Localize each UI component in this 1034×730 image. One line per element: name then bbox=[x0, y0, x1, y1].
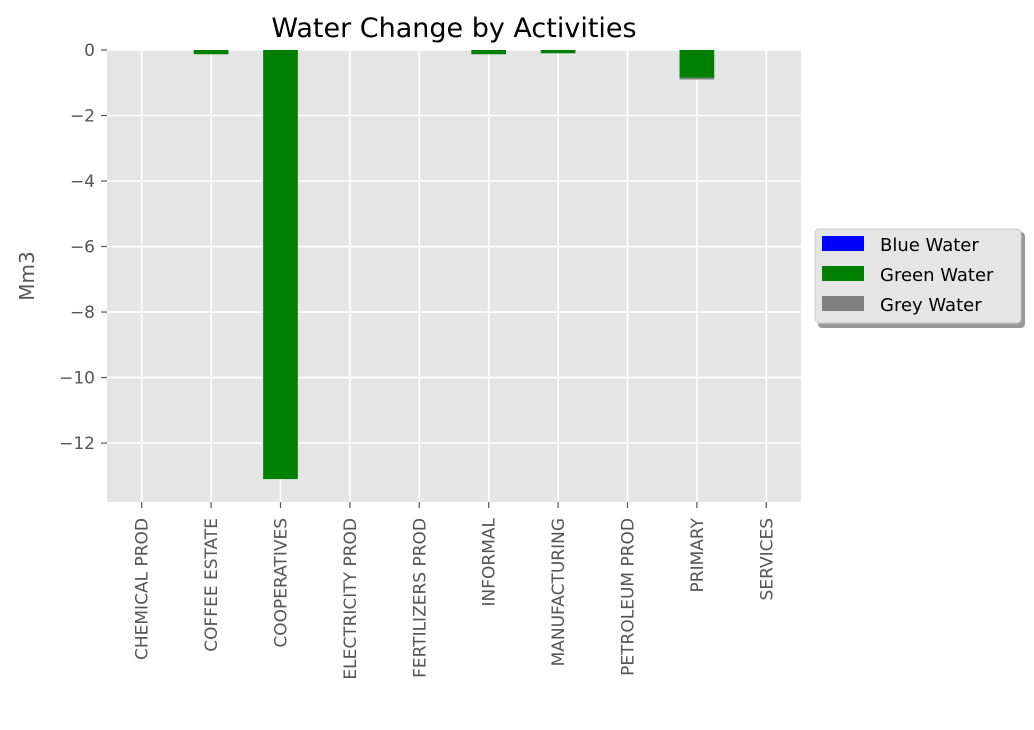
legend-label: Grey Water bbox=[880, 295, 982, 316]
x-tick-label: COOPERATIVES bbox=[272, 518, 292, 648]
y-tick-label: 0 bbox=[84, 41, 95, 61]
x-tick-label: SERVICES bbox=[757, 518, 777, 600]
y-tick-label: −4 bbox=[70, 172, 95, 192]
y-tick-label: −2 bbox=[70, 107, 95, 127]
y-tick-label: −10 bbox=[59, 369, 95, 389]
x-axis: CHEMICAL PROD COFFEE ESTATE COOPERATIVES EL… bbox=[133, 502, 777, 680]
y-tick-label: −6 bbox=[70, 238, 95, 258]
bar bbox=[679, 77, 715, 80]
legend-swatch bbox=[822, 236, 864, 251]
x-tick-label: PETROLEUM PROD bbox=[619, 518, 639, 676]
bar bbox=[540, 50, 576, 54]
x-tick-label: COFFEE ESTATE bbox=[202, 518, 222, 652]
x-tick-label: ELECTRICITY PROD bbox=[341, 518, 361, 680]
x-tick-label: INFORMAL bbox=[480, 517, 500, 606]
chart-title: Water Change by Activities bbox=[271, 13, 636, 44]
legend: Blue Water Green Water Grey Water bbox=[814, 228, 1025, 328]
x-tick-label: PRIMARY bbox=[688, 517, 708, 592]
legend-frame bbox=[814, 228, 1022, 324]
legend-label: Green Water bbox=[880, 265, 994, 286]
bar bbox=[193, 50, 229, 55]
y-axis: 0 −2 −4 −6 −8 −10 −12 bbox=[59, 41, 107, 454]
y-axis-label: Mm3 bbox=[15, 251, 39, 300]
legend-swatch bbox=[822, 296, 864, 311]
legend-swatch bbox=[822, 266, 864, 281]
bar bbox=[263, 50, 298, 480]
x-tick-label: CHEMICAL PROD bbox=[133, 518, 153, 660]
y-tick-label: −8 bbox=[70, 303, 95, 323]
y-tick-label: −12 bbox=[59, 434, 95, 454]
plot-area bbox=[107, 50, 801, 502]
bar bbox=[471, 50, 507, 55]
bar bbox=[679, 50, 715, 78]
x-tick-label: FERTILIZERS PROD bbox=[410, 518, 430, 678]
legend-label: Blue Water bbox=[880, 235, 979, 256]
x-tick-label: MANUFACTURING bbox=[549, 518, 569, 666]
bars bbox=[193, 50, 715, 480]
